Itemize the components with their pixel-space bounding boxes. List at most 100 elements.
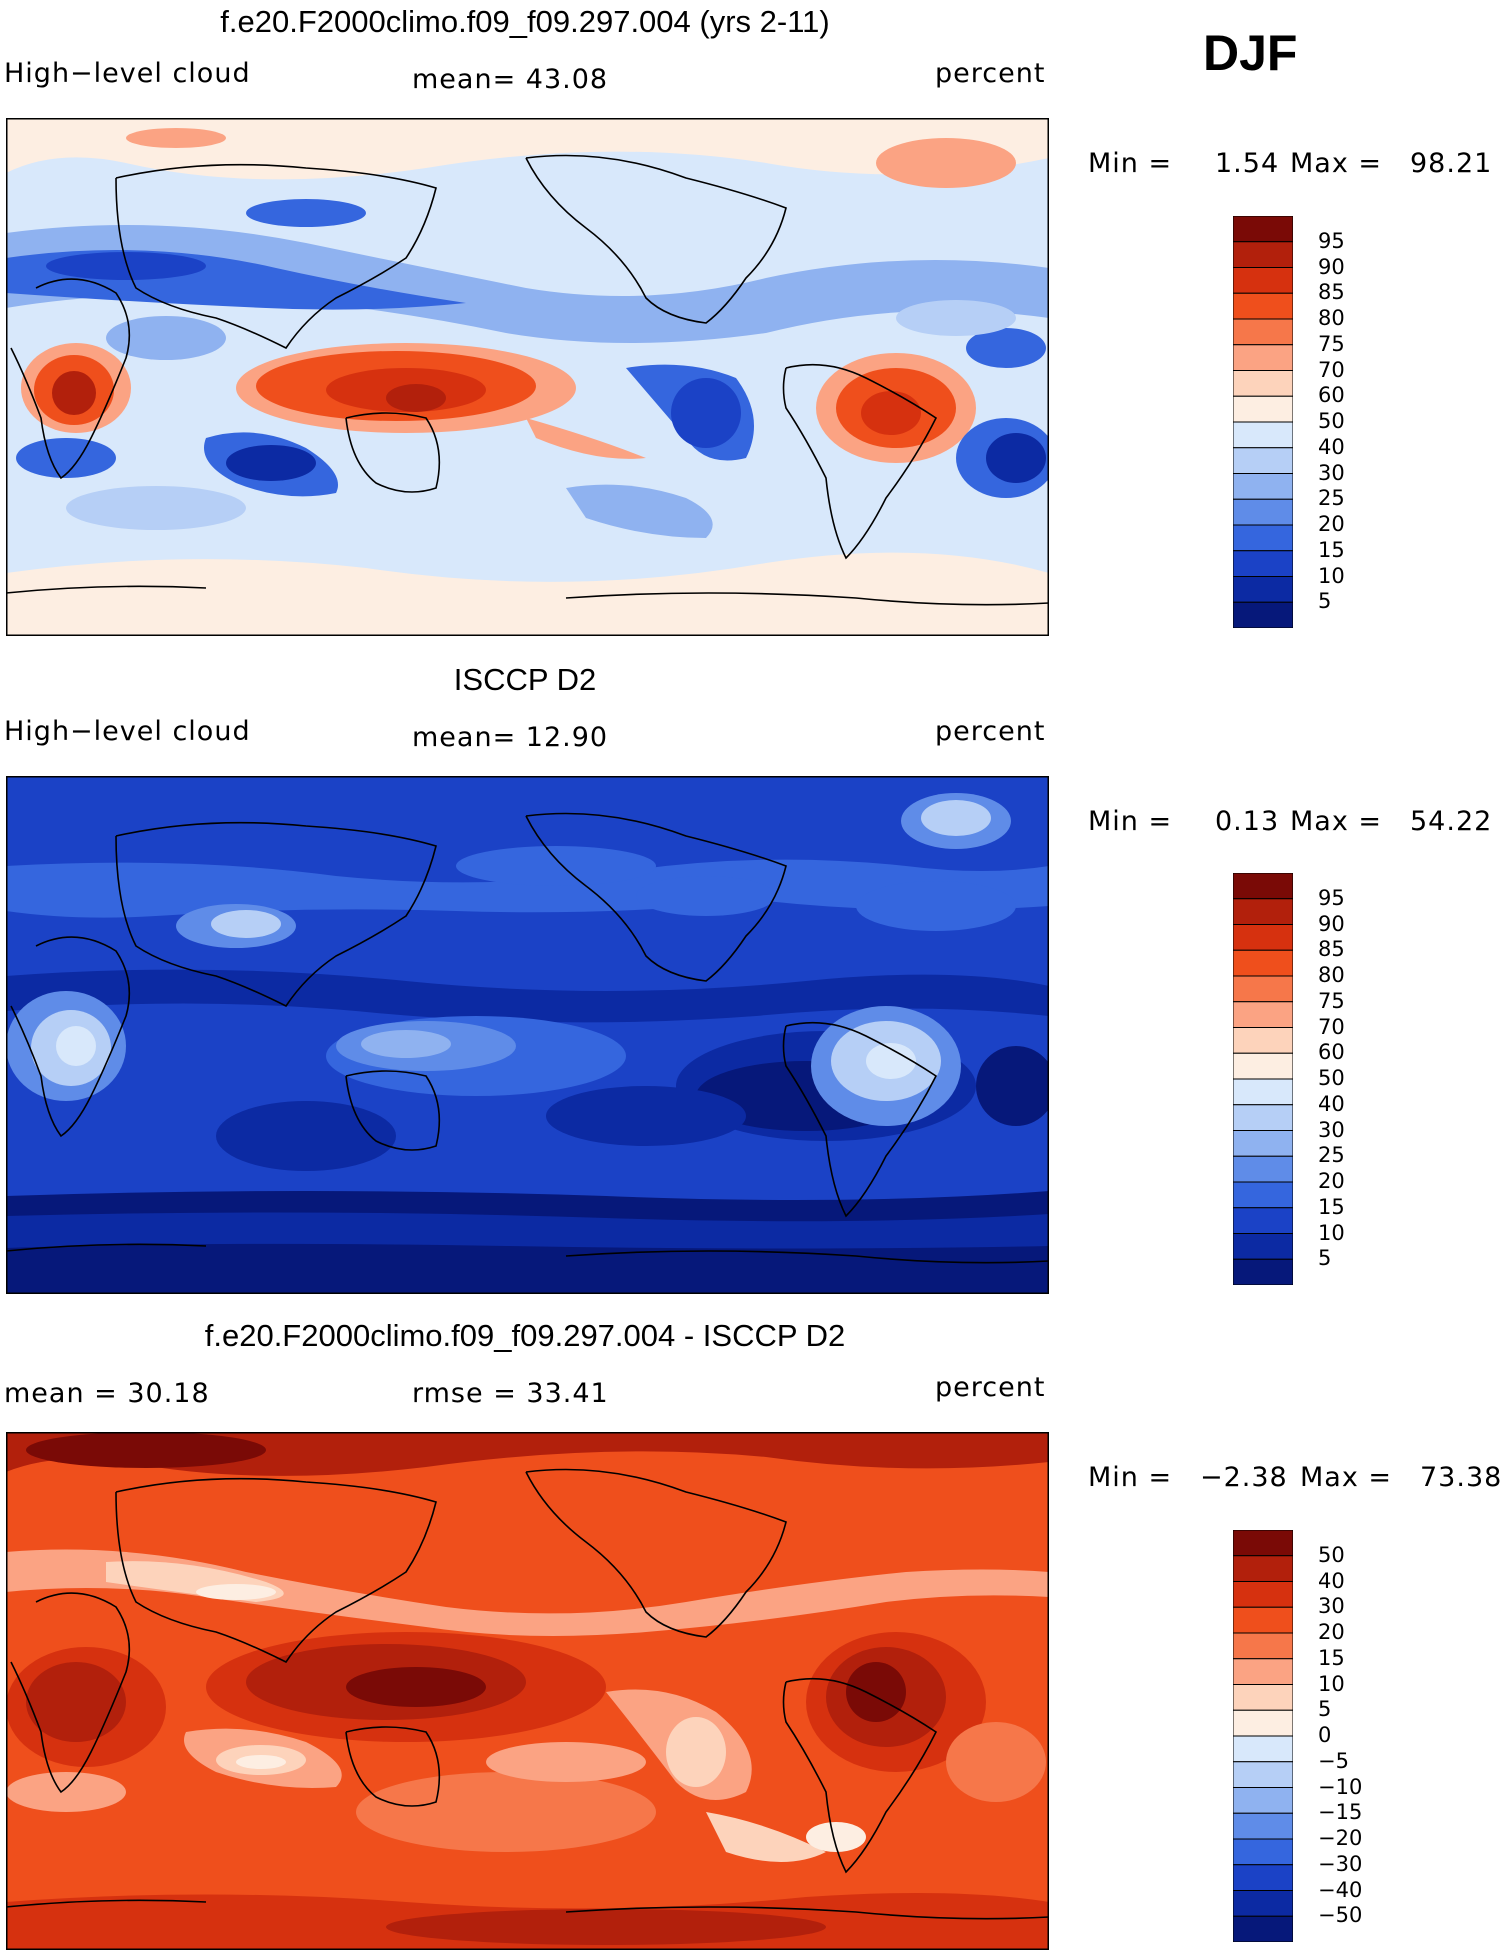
panel1-mean-label: mean= 43.08 [412, 64, 609, 95]
season-label: DJF [1203, 25, 1298, 81]
colorbar-tick-label: 30 [1318, 1594, 1345, 1619]
colorbar-swatch [1233, 421, 1293, 449]
colorbar-tick-label: 5 [1318, 589, 1332, 614]
colorbar-tick-label: 15 [1318, 1194, 1345, 1219]
panel2-max-value: 54.22 [1410, 806, 1493, 837]
colorbar-swatch [1233, 576, 1293, 603]
colorbar-swatch [1233, 524, 1293, 552]
colorbar-tick-label: 40 [1318, 1091, 1345, 1116]
colorbar-tick-label: 40 [1318, 434, 1345, 459]
colorbar-tick-label: 50 [1318, 1542, 1345, 1567]
colorbar-swatch [1233, 216, 1293, 243]
panel1-variable-label: High−level cloud [4, 58, 251, 89]
colorbar-swatch [1233, 292, 1293, 320]
colorbar-swatch [1233, 1001, 1293, 1028]
colorbar-tick-label: 90 [1318, 254, 1345, 279]
colorbar-swatch [1233, 1890, 1293, 1917]
colorbar-swatch [1233, 267, 1293, 294]
colorbar-tick-label: 10 [1318, 1671, 1345, 1696]
colorbar-swatch [1233, 1684, 1293, 1711]
colorbar-tick-label: 60 [1318, 1040, 1345, 1065]
colorbar-tick-label: 30 [1318, 460, 1345, 485]
panel1-title: f.e20.F2000climo.f09_f09.297.004 (yrs 2-… [220, 4, 830, 39]
colorbar-tick-label: 50 [1318, 409, 1345, 433]
colorbar-swatch [1233, 1027, 1293, 1054]
colorbar-tick-label: 25 [1318, 486, 1345, 511]
colorbar-swatch [1233, 1658, 1293, 1685]
colorbar-swatch [1233, 344, 1293, 371]
panel2-map [6, 776, 1049, 1294]
colorbar-tick-label: 40 [1318, 1568, 1345, 1593]
colorbar-swatch [1233, 1915, 1293, 1942]
panel3-mean-label: mean = 30.18 [4, 1378, 210, 1409]
colorbar-tick-label: 95 [1318, 228, 1345, 253]
colorbar-tick-label: 15 [1318, 1645, 1345, 1670]
panel2-min-value: 0.13 [1215, 806, 1280, 837]
colorbar-swatch [1233, 1838, 1293, 1866]
colorbar-tick-label: 25 [1318, 1143, 1345, 1168]
colorbar-tick-label: 70 [1318, 1014, 1345, 1039]
colorbar-tick-label: 75 [1318, 988, 1345, 1013]
colorbar-tick-label: 5 [1318, 1246, 1332, 1271]
colorbar-swatch [1233, 1812, 1293, 1840]
panel3-map [6, 1432, 1049, 1950]
panel3-max-value: 73.38 [1420, 1462, 1500, 1493]
colorbar-swatch [1233, 1078, 1293, 1106]
colorbar-tick-label: 20 [1318, 1620, 1345, 1644]
colorbar-swatch [1233, 1530, 1293, 1557]
panel1-max-value: 98.21 [1410, 148, 1493, 179]
colorbar-tick-label: −10 [1318, 1774, 1363, 1799]
colorbar-tick-label: −30 [1318, 1851, 1363, 1876]
panel3-min-value: −2.38 [1200, 1462, 1288, 1493]
colorbar-swatch [1233, 1104, 1293, 1131]
colorbar-tick-label: 90 [1318, 911, 1345, 936]
panel1-map [6, 118, 1049, 636]
panel1-min-label: Min = [1088, 148, 1173, 179]
panel2-colorbar [1233, 873, 1293, 1285]
colorbar-tick-label: 15 [1318, 537, 1345, 562]
colorbar-swatch [1233, 1155, 1293, 1183]
colorbar-swatch [1233, 370, 1293, 397]
colorbar-swatch [1233, 1761, 1293, 1788]
panel3-rmse-label: rmse = 33.41 [412, 1378, 609, 1409]
panel2-variable-label: High−level cloud [4, 716, 251, 747]
colorbar-swatch [1233, 1787, 1293, 1814]
panel2-units-label: percent [935, 716, 1046, 747]
colorbar-swatch [1233, 1052, 1293, 1080]
panel2-mean-label: mean= 12.90 [412, 722, 609, 753]
colorbar-swatch [1233, 873, 1293, 900]
colorbar-swatch [1233, 1258, 1293, 1285]
colorbar-tick-label: 80 [1318, 963, 1345, 987]
colorbar-swatch [1233, 1233, 1293, 1260]
colorbar-swatch [1233, 924, 1293, 951]
colorbar-swatch [1233, 949, 1293, 977]
colorbar-swatch [1233, 1709, 1293, 1737]
colorbar-tick-label: 50 [1318, 1066, 1345, 1090]
colorbar-tick-label: 20 [1318, 1169, 1345, 1193]
colorbar-tick-label: −50 [1318, 1903, 1363, 1928]
panel2-max-label: Max = [1290, 806, 1383, 837]
colorbar-tick-label: −20 [1318, 1826, 1363, 1850]
colorbar-swatch [1233, 1181, 1293, 1209]
panel3-colorbar [1233, 1530, 1293, 1942]
panel3-max-label: Max = [1300, 1462, 1393, 1493]
colorbar-swatch [1233, 898, 1293, 925]
panel3-title: f.e20.F2000climo.f09_f09.297.004 - ISCCP… [204, 1318, 846, 1353]
colorbar-tick-label: −15 [1318, 1800, 1363, 1825]
panel1-min-value: 1.54 [1215, 148, 1280, 179]
colorbar-swatch [1233, 1207, 1293, 1234]
panel3-min-label: Min = [1088, 1462, 1173, 1493]
colorbar-tick-label: 85 [1318, 937, 1345, 962]
colorbar-tick-label: 95 [1318, 885, 1345, 910]
colorbar-swatch [1233, 1864, 1293, 1891]
colorbar-swatch [1233, 241, 1293, 268]
panel3-units-label: percent [935, 1372, 1046, 1403]
colorbar-swatch [1233, 318, 1293, 346]
colorbar-swatch [1233, 395, 1293, 423]
colorbar-tick-label: 10 [1318, 1220, 1345, 1245]
panel2-title: ISCCP D2 [453, 662, 597, 697]
colorbar-tick-label: 0 [1318, 1723, 1332, 1747]
colorbar-swatch [1233, 975, 1293, 1003]
colorbar-swatch [1233, 601, 1293, 628]
colorbar-swatch [1233, 550, 1293, 577]
